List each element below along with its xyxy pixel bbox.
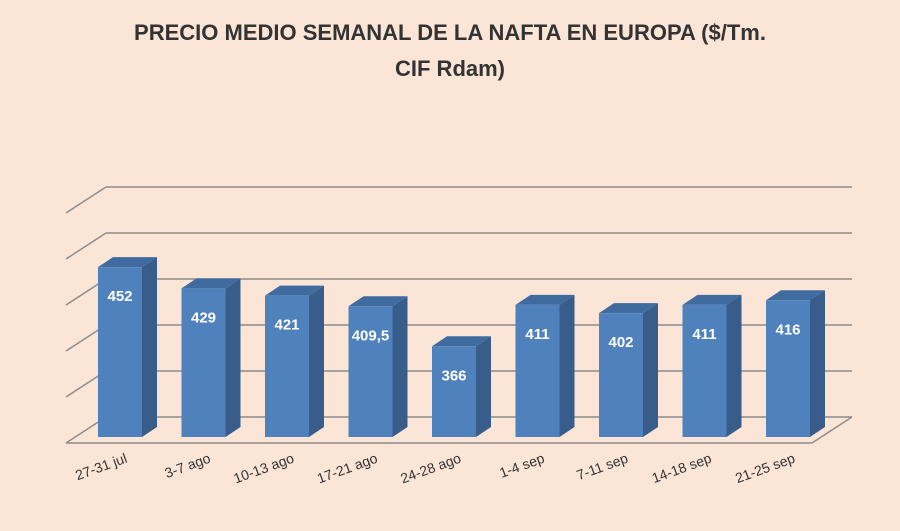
data-label: 429 [191,309,216,326]
x-tick-label: 7-11 sep [574,450,630,483]
data-label: 411 [692,326,716,343]
bar-top [348,296,408,307]
bar-side [810,290,825,437]
data-label: 416 [775,321,800,338]
bar [181,288,226,437]
bar [599,313,643,437]
bar [515,304,560,437]
bar-top [766,290,825,301]
data-label: 409,5 [352,327,390,344]
bar [766,300,810,437]
gridline-depth [65,232,107,260]
x-tick-label: 14-18 sep [650,450,714,486]
data-label: 411 [525,326,549,343]
x-tick-label: 3-7 ago [162,450,212,481]
x-tick-label: 24-28 ago [398,450,463,487]
bar [98,267,142,437]
bar-top [432,336,491,347]
bar-side [643,303,658,437]
data-label: 421 [274,317,299,334]
bar [682,304,727,437]
floor-right-edge [811,416,853,444]
x-tick-label: 1-4 sep [497,450,547,481]
bar-side [142,257,157,437]
x-tick-label: 17-21 ago [315,450,380,487]
bar-top [98,257,157,268]
bar [348,306,393,437]
bar-side [476,336,491,437]
bar-side [392,296,408,437]
bar-side [726,294,742,437]
bar-side [309,285,324,437]
bar [432,346,476,437]
bar-top [682,294,742,305]
x-tick-label: 10-13 ago [231,450,296,487]
data-label: 402 [608,334,633,351]
data-label: 452 [107,288,132,305]
bar-side [225,278,241,437]
data-label: 366 [441,367,466,384]
bar-side [559,294,575,437]
chart-title-line-2: CIF Rdam) [395,56,505,81]
bar-top [599,303,658,314]
x-tick-label: 27-31 jul [73,450,129,483]
gridline-depth [65,186,107,214]
x-tick-label: 21-25 sep [733,450,797,486]
chart-title-line-1: PRECIO MEDIO SEMANAL DE LA NAFTA EN EURO… [134,20,766,45]
bar-top [181,278,241,289]
bar-top [265,285,324,296]
bar [265,295,309,437]
bar-top [515,294,575,305]
